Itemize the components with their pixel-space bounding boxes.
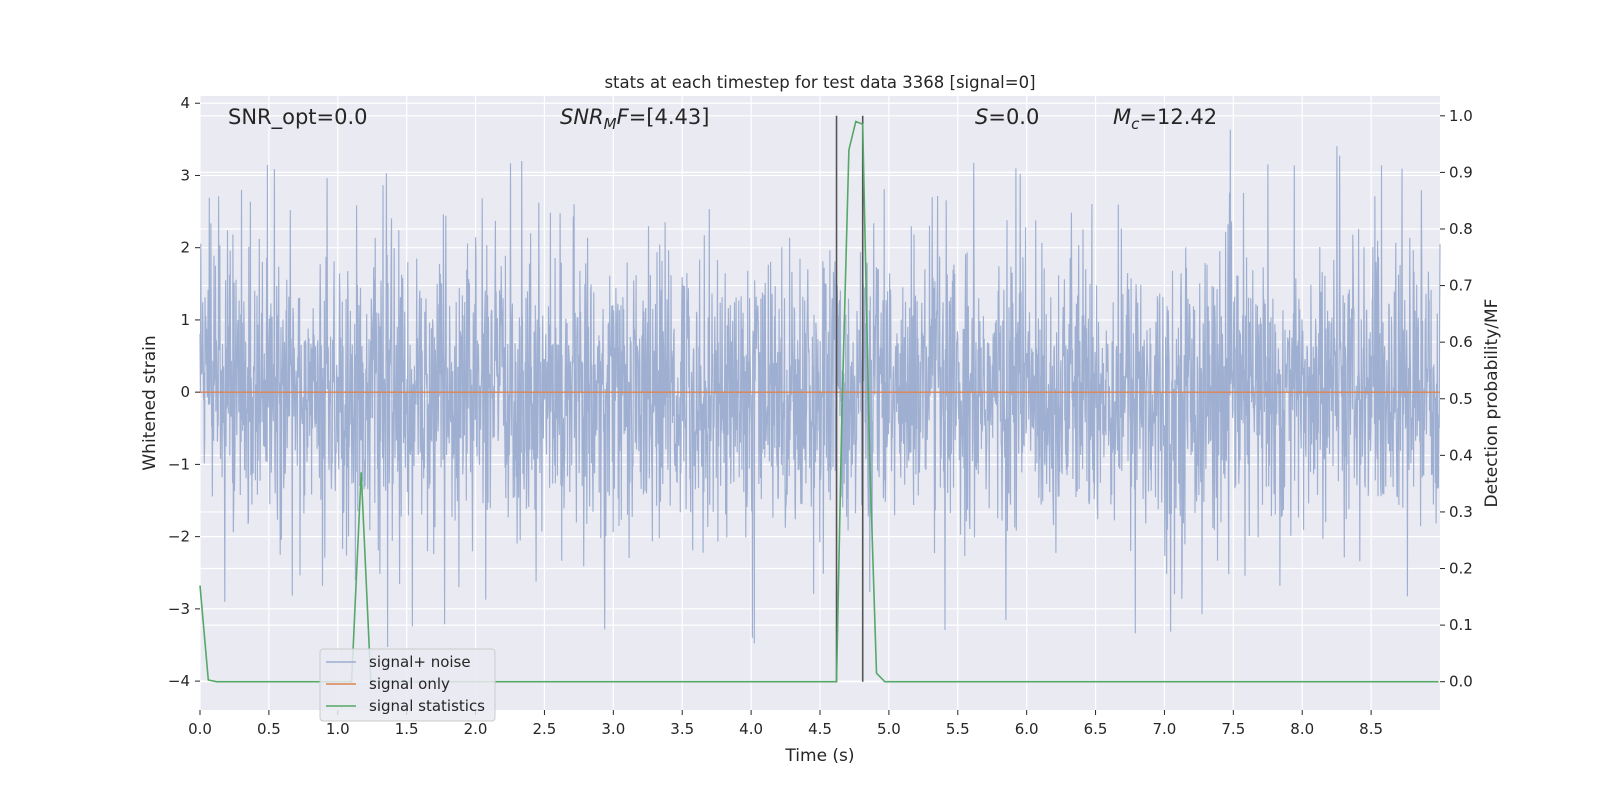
y-left-tick-label: 1 <box>180 311 190 329</box>
legend-label-signal-only: signal only <box>369 675 450 693</box>
annotation-snr-mf: SNRMF=[4.43] <box>560 105 709 133</box>
signal-plus-noise-line <box>199 129 1441 648</box>
x-tick-label: 5.5 <box>946 720 970 738</box>
y-axis-right-label: Detection probability/MF <box>1482 299 1502 508</box>
legend-box <box>319 648 496 722</box>
y-right-tick-label: 1.0 <box>1449 107 1473 125</box>
y-right-tick-label: 0.6 <box>1449 333 1473 351</box>
snr-mf-f: F <box>617 105 630 129</box>
y-left-tick-label: −4 <box>168 672 190 690</box>
s-value: =0.0 <box>988 105 1039 129</box>
chart-title: stats at each timestep for test data 336… <box>604 73 1035 92</box>
x-tick-label: 0.5 <box>257 720 281 738</box>
y-right-tick-label: 0.2 <box>1449 560 1473 578</box>
y-left-tick-label: 0 <box>180 383 190 401</box>
x-tick-label: 7.0 <box>1153 720 1177 738</box>
y-axis-left-label: Whitened strain <box>140 335 160 470</box>
x-tick-label: 2.0 <box>464 720 488 738</box>
legend-label-signal-plus-noise: signal+ noise <box>369 653 471 671</box>
y-right-tick-label: 0.9 <box>1449 163 1473 181</box>
y-left-tick-label: −1 <box>168 455 190 473</box>
s-label: S <box>975 105 988 129</box>
x-axis-label: Time (s) <box>784 746 854 766</box>
x-tick-label: 1.0 <box>326 720 350 738</box>
y-left-tick-label: 3 <box>180 166 190 184</box>
detection-window-lines <box>835 115 864 682</box>
y-left-tick-label: −2 <box>168 528 190 546</box>
y-right-tick-label: 0.3 <box>1449 503 1473 521</box>
legend: signal+ noise signal only signal statist… <box>319 648 496 722</box>
x-tick-label: 8.0 <box>1290 720 1314 738</box>
y-left-tick-label: 4 <box>180 94 190 112</box>
x-tick-label: 7.5 <box>1221 720 1245 738</box>
x-tick-label: 6.0 <box>1015 720 1039 738</box>
mc-value: =12.42 <box>1139 105 1217 129</box>
x-tick-label: 4.0 <box>739 720 763 738</box>
y-right-tick-label: 0.4 <box>1449 446 1473 464</box>
x-axis-ticks: 0.0 0.5 1.0 1.5 2.0 2.5 3.0 3.5 4.0 4.5 5.0 5.5 6.0 6… <box>188 710 1383 738</box>
annotation-mc: Mc=12.42 <box>1113 105 1217 133</box>
y-left-tick-label: −3 <box>168 600 190 618</box>
legend-label-signal-statistics: signal statistics <box>369 697 485 715</box>
y-right-tick-label: 0.1 <box>1449 616 1473 634</box>
x-tick-label: 4.5 <box>808 720 832 738</box>
x-tick-label: 0.0 <box>188 720 212 738</box>
signal-statistics-line <box>199 120 1439 683</box>
snr-mf-sub: M <box>604 115 617 133</box>
x-tick-label: 8.5 <box>1359 720 1383 738</box>
y-right-tick-label: 0.0 <box>1449 673 1473 691</box>
signal-plus-noise-series <box>199 129 1441 648</box>
snr-mf-main: SNR <box>560 105 604 129</box>
x-tick-label: 2.5 <box>533 720 557 738</box>
y-left-tick-label: 2 <box>180 239 190 257</box>
y-right-tick-label: 0.8 <box>1449 220 1473 238</box>
y-axis-right-ticks: 1.0 0.9 0.8 0.7 0.6 0.5 0.4 0.3 0.2 0.1 0.0 <box>1440 107 1473 691</box>
y-right-tick-label: 0.7 <box>1449 277 1473 295</box>
annotation-s: S=0.0 <box>975 105 1039 129</box>
y-right-tick-label: 0.5 <box>1449 390 1473 408</box>
x-tick-label: 6.5 <box>1084 720 1108 738</box>
x-tick-label: 5.0 <box>877 720 901 738</box>
x-tick-label: 3.5 <box>670 720 694 738</box>
y-axis-left-ticks: 4 3 2 1 0 −1 −2 −3 −4 <box>168 94 200 690</box>
snr-mf-value: =[4.43] <box>629 105 710 129</box>
x-tick-label: 3.0 <box>601 720 625 738</box>
mc-sub: c <box>1131 115 1140 133</box>
mc-label: M <box>1113 105 1131 129</box>
x-tick-label: 1.5 <box>395 720 419 738</box>
annotation-snr-opt: SNR_opt=0.0 <box>228 105 368 130</box>
